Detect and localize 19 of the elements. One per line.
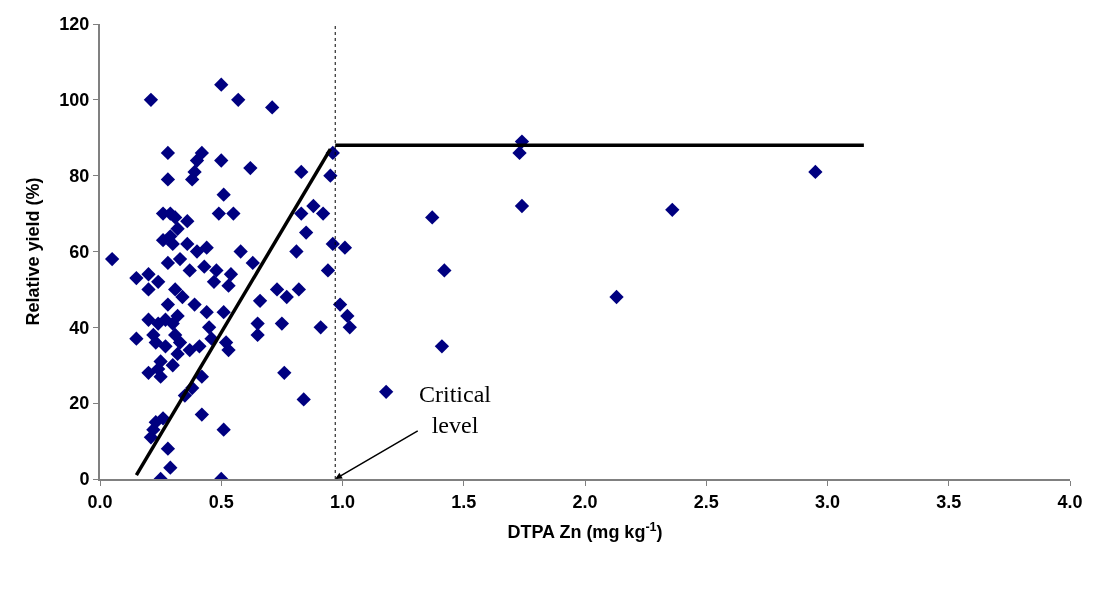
x-tick-label: 1.0 <box>329 491 356 512</box>
x-tick-label: 1.5 <box>451 491 477 512</box>
x-tick-label: 3.0 <box>814 491 841 512</box>
y-axis-title: Relative yield (%) <box>23 177 44 326</box>
y-tick-label: 100 <box>59 90 90 111</box>
x-tick-label: 0.0 <box>87 491 113 512</box>
x-tick-label: 2.5 <box>693 491 719 512</box>
y-tick-label: 80 <box>69 165 90 186</box>
x-tick-label: 2.0 <box>572 491 598 512</box>
x-tick-label: 3.5 <box>936 491 962 512</box>
y-tick-label: 120 <box>59 14 90 35</box>
y-tick-label: 20 <box>69 393 90 414</box>
y-tick-label: 60 <box>69 241 90 262</box>
x-tick-label: 4.0 <box>1057 491 1083 512</box>
x-axis-title: DTPA Zn (mg kg$^{-1}$) <box>507 519 663 543</box>
y-tick-label: 40 <box>69 317 90 338</box>
annotation: Critical level <box>419 381 492 439</box>
y-tick-label: 0 <box>79 469 90 490</box>
x-tick-label: 0.5 <box>208 491 234 512</box>
